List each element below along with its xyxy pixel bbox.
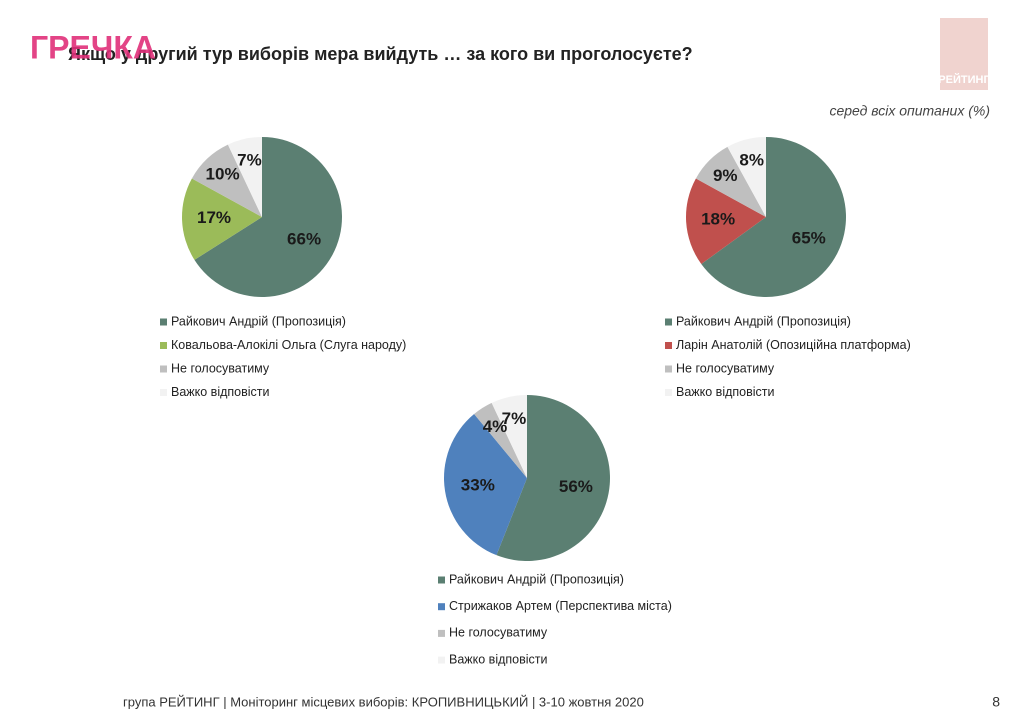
legend-label: Важко відповісти [449, 652, 548, 666]
legend-label: Важко відповісти [171, 385, 270, 399]
pie-slice [496, 395, 610, 562]
data-label: 33% [461, 475, 495, 494]
pie-slice [474, 402, 527, 478]
legend-marker [160, 318, 167, 326]
pie-slice [443, 414, 527, 556]
legend-marker [160, 365, 167, 373]
legend-marker [160, 342, 167, 349]
legend-label: Райкович Андрій (Пропозиція) [171, 314, 346, 328]
logo-box [940, 18, 988, 90]
legend-label: Райкович Андрій (Пропозиція) [676, 314, 851, 328]
legend-marker [438, 629, 445, 637]
legend-marker [160, 389, 167, 396]
data-label: 65% [792, 228, 826, 247]
pie-slice [191, 144, 262, 217]
pie-slice [695, 146, 766, 217]
pie-slice [727, 137, 766, 217]
pie-slice [686, 178, 766, 265]
pie-slice [227, 137, 262, 217]
legend-label: Стрижаков Артем (Перспектива міста) [449, 599, 672, 613]
legend-label: Ларін Анатолій (Опозиційна платформа) [676, 338, 911, 352]
legend-label: Не голосуватиму [449, 626, 548, 640]
legend-label: Не голосуватиму [676, 361, 775, 375]
pie-slice [701, 137, 846, 298]
pie-slice [182, 178, 262, 260]
logo: РЕЙТИНГ [938, 73, 990, 86]
legend-marker [438, 603, 445, 611]
data-label: 17% [197, 208, 231, 227]
legend-label: Важко відповісти [676, 385, 775, 399]
data-label: 10% [206, 164, 240, 183]
data-label: 7% [237, 150, 262, 169]
legend-marker [665, 342, 672, 349]
title: Якщо у другий тур виборів мера вийдуть …… [68, 44, 693, 64]
legend-label: Ковальова-Алокілі Ольга (Слуга народу) [171, 338, 406, 352]
pie-slice [194, 137, 342, 297]
legend-marker [665, 365, 672, 373]
data-label: 8% [739, 151, 764, 170]
data-label: 9% [713, 166, 738, 185]
pie-slice [491, 395, 527, 478]
footer: група РЕЙТИНГ | Моніторинг місцевих вибо… [123, 694, 644, 709]
subtitle: серед всіх опитаних (%) [829, 103, 990, 119]
legend-label: Не голосуватиму [171, 361, 270, 375]
data-label: 56% [559, 477, 593, 496]
data-label: 7% [502, 409, 527, 428]
watermark: ГРЕЧКА [30, 29, 156, 65]
data-label: 18% [701, 209, 735, 228]
legend-label: Райкович Андрій (Пропозиція) [449, 572, 624, 586]
data-label: 66% [287, 230, 321, 249]
legend-marker [438, 656, 445, 664]
legend-marker [438, 576, 445, 584]
page-number: 8 [992, 694, 1000, 710]
legend-marker [665, 318, 672, 326]
data-label: 4% [483, 417, 508, 436]
legend-marker [665, 389, 672, 396]
